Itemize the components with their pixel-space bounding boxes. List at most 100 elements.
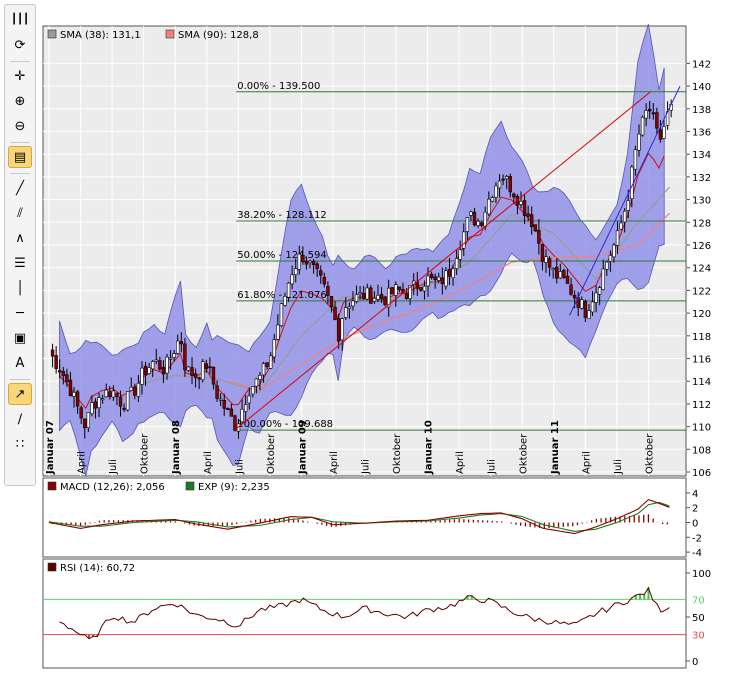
candle-body [644,110,648,119]
candle-body [133,386,137,396]
price-tick-label: 138 [692,105,711,116]
candle-body [512,193,516,198]
candle-body [354,294,359,302]
x-axis-label: Juli [613,459,624,475]
fibonacci-retracement-icon[interactable]: ☰ [14,255,26,271]
candle-body [68,379,73,397]
ray-icon[interactable]: ∕ [17,411,23,427]
candle-body [183,343,187,371]
rectangle-icon[interactable]: ▣ [13,330,27,346]
price-tick-label: 120 [692,309,711,320]
candle-body [83,418,87,429]
grip-icon[interactable]: ┃┃┃ [10,14,30,25]
macd-tick-label: -4 [692,548,702,559]
candle-body [125,391,130,411]
candle-body [383,296,387,306]
candle-body [597,287,602,295]
candle-body [637,133,641,151]
bollinger-band [59,23,665,477]
price-tick-label: 108 [692,445,711,456]
candle-body [580,299,584,309]
rsi-line [59,586,670,640]
candle-body [487,198,491,215]
macd-line [48,498,670,535]
zoom-out-icon[interactable]: ⊖ [14,118,26,134]
crosshair-icon[interactable]: ✛ [14,68,26,84]
candle-body [404,293,409,299]
candle-body [65,374,69,383]
price-tick-label: 112 [692,400,711,411]
candle-body [240,408,244,423]
candle-body [358,292,362,295]
candle-body [437,276,441,281]
candle-body [72,392,76,397]
x-axis-label: April [203,451,214,474]
candle-body [336,318,341,342]
x-axis-label: Januar 11 [550,420,561,475]
candle-body [329,296,334,308]
price-tick-label: 114 [692,377,711,388]
fibonacci-arc-icon[interactable]: ∧ [15,230,25,246]
price-tick-label: 130 [692,196,711,207]
x-axis-label: Januar 08 [171,420,182,475]
legend-label: RSI (14): 60,72 [60,563,135,574]
candle-body [115,392,119,398]
candle-body [208,366,212,369]
zoom-in-icon[interactable]: ⊕ [14,93,26,109]
candle-body [261,363,266,376]
candle-body [243,404,248,412]
candle-body [129,386,133,391]
candle-body [168,357,173,360]
candle-body [619,222,623,230]
x-axis-label: Januar 09 [297,420,308,475]
candle-body [390,287,394,295]
candle-body [462,231,466,249]
chart-type-icon[interactable]: ▤ [8,146,32,168]
candle-body [472,211,477,226]
candle-body [601,268,605,290]
x-axis-label: Oktober [518,433,529,474]
fibonacci-fan-icon[interactable]: ↗ [8,383,32,405]
x-axis-label: April [329,451,340,474]
candle-body [376,295,380,300]
candle-body [276,324,280,340]
trendline-icon[interactable]: ╱ [16,180,24,196]
candle-body [633,149,638,170]
refresh-icon[interactable]: ⟳ [14,37,26,53]
macd-tick-label: 0 [692,519,698,530]
candle-body [215,385,219,399]
legend-swatch [47,481,57,491]
candle-body [247,395,251,404]
candle-body [497,180,502,189]
fibonacci-level-label: 38.20% - 128.112 [237,210,326,221]
candle-body [104,389,108,398]
candle-body [150,361,155,370]
price-tick-label: 140 [692,82,711,93]
text-tool-icon[interactable]: A [15,355,25,371]
horizontal-line-icon[interactable]: ─ [16,305,24,321]
vertical-line-icon[interactable]: │ [16,280,24,296]
channel-icon[interactable]: ⫽ [17,205,23,221]
candle-body [186,366,191,371]
candle-body [201,361,205,381]
candle-body [422,285,427,292]
x-axis-label: Juli [487,459,498,475]
x-axis-label: Oktober [266,433,277,474]
x-axis-label: Juli [361,459,372,475]
candle-body [372,297,377,302]
candle-body [361,293,366,300]
sma-90-line [227,212,670,391]
candle-body [226,408,230,410]
candle-body [97,397,101,408]
price-tick-label: 118 [692,332,711,343]
candle-body [454,258,459,269]
grid-options-icon[interactable]: ∷ [15,436,25,452]
candle-body [54,355,58,369]
x-axis-label: Januar 07 [45,420,56,475]
toolbar-separator [10,142,30,143]
candle-body [251,386,255,395]
candle-body [587,310,591,319]
candle-body [229,408,234,417]
candle-body [401,289,405,293]
candle-body [583,301,588,318]
